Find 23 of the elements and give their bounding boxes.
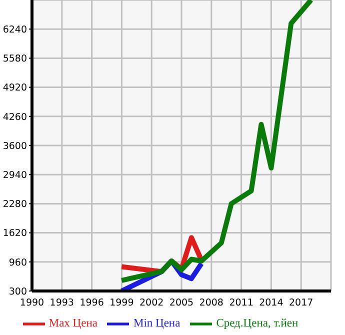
legend-label: Max Цена [48, 318, 98, 330]
y-tick-label: 2280 [2, 199, 27, 210]
y-tick-label: 5580 [2, 54, 27, 65]
x-tick-label: 1996 [80, 298, 104, 309]
x-tick-label: 2014 [259, 298, 284, 309]
x-tick-label: 1999 [110, 298, 134, 309]
x-tick-label: 1990 [20, 298, 44, 309]
y-tick-label: 3600 [2, 140, 27, 152]
x-tick-label: 2002 [140, 298, 164, 309]
legend-label: Min Цена [133, 318, 180, 330]
y-tick-label: 2940 [2, 170, 27, 181]
x-tick-label: 2005 [169, 298, 194, 309]
x-tick-label: 1993 [50, 298, 74, 309]
legend-label: Сред.Цена, т.йен [216, 318, 298, 330]
y-tick-label: 300 [8, 286, 27, 298]
y-tick-label: 4260 [2, 112, 27, 123]
y-tick-label: 6240 [2, 24, 27, 36]
y-tick-label: 960 [8, 257, 27, 268]
y-tick-label: 1620 [2, 228, 27, 240]
x-tick-label: 2011 [229, 298, 254, 309]
x-tick-label: 2017 [289, 298, 314, 309]
x-tick-label: 2008 [199, 298, 224, 309]
y-tick-label: 4920 [2, 82, 27, 94]
